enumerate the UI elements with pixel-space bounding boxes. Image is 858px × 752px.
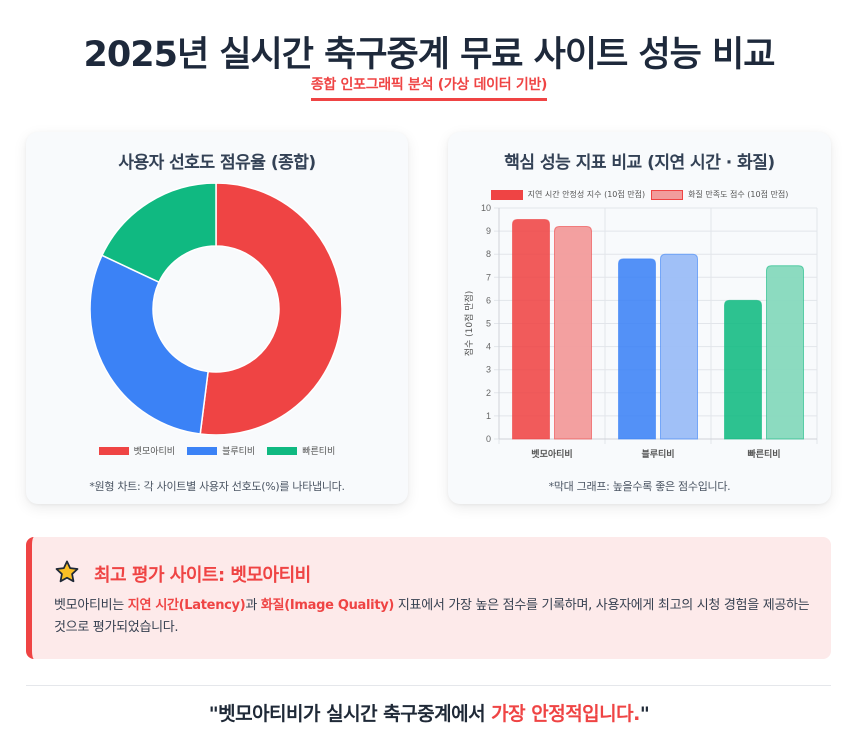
bar[interactable]: [724, 299, 762, 440]
y-tick-label: 2: [486, 388, 491, 398]
legend-swatch: [267, 446, 298, 455]
legend-label: 지연 시간 안정성 지수 (10점 만점): [527, 190, 646, 199]
legend-swatch: [187, 446, 218, 455]
legend-label: 벳모아티비: [133, 447, 176, 457]
callout-text: 지표에서 가장 높은 점수를 기록하며, 사용자에게 최고의 시청 경험을 제공…: [54, 598, 810, 635]
bar-legend: 지연 시간 안정성 지수 (10점 만점) 화질 만족도 점수 (10점 만점): [448, 189, 831, 200]
pie-slice[interactable]: [199, 183, 342, 435]
y-tick-label: 1: [486, 411, 491, 421]
quote-text: "벳모아티비가 실시간 축구중계에서: [208, 703, 492, 725]
bar-chart-card: 핵심 성능 지표 비교 (지연 시간 · 화질) 지연 시간 안정성 지수 (1…: [448, 132, 831, 504]
bar[interactable]: [618, 258, 656, 440]
callout-emphasis-quality: 화질(Image Quality): [260, 598, 395, 613]
legend-item[interactable]: 벳모아티비: [98, 444, 176, 457]
callout-body: 벳모아티비는 지연 시간(Latency)과 화질(Image Quality)…: [54, 595, 824, 639]
x-tick-label: 빠른티비: [747, 448, 780, 460]
quote-emphasis: 가장 안정적입니다.: [491, 703, 640, 725]
legend-label: 화질 만족도 점수 (10점 만점): [688, 190, 789, 199]
pie-chart-note: *원형 차트: 각 사이트별 사용자 선호도(%)를 나타냅니다.: [89, 480, 345, 493]
doughnut-chart[interactable]: [90, 183, 342, 435]
pie-chart-card: 사용자 선호도 점유율 (종합) 벳모아티비 블루티비 빠른티비 *원형 차트: 각…: [26, 132, 408, 504]
x-tick-label: 블루티비: [641, 448, 674, 460]
bar[interactable]: [554, 225, 592, 440]
quote-text: ": [639, 703, 650, 725]
callout-emphasis-latency: 지연 시간(Latency): [127, 598, 246, 613]
legend-swatch: [651, 189, 684, 200]
divider: [26, 685, 831, 686]
legend-item[interactable]: 블루티비: [187, 444, 255, 457]
y-tick-label: 7: [486, 272, 491, 282]
legend-item[interactable]: 화질 만족도 점수 (10점 만점): [651, 189, 788, 200]
x-tick-label: 벳모아티비: [531, 448, 572, 460]
legend-item[interactable]: 지연 시간 안정성 지수 (10점 만점): [490, 189, 646, 200]
pie-legend: 벳모아티비 블루티비 빠른티비: [26, 444, 408, 457]
y-tick-label: 6: [486, 295, 491, 305]
callout-text: 과: [245, 598, 261, 613]
legend-label: 빠른티비: [302, 447, 336, 457]
y-tick-label: 10: [481, 203, 491, 213]
pie-slice[interactable]: [90, 254, 209, 435]
y-tick-label: 3: [486, 365, 491, 375]
page-title: 2025년 실시간 축구중계 무료 사이트 성능 비교: [83, 35, 776, 75]
y-tick-label: 0: [486, 434, 491, 444]
legend-item[interactable]: 빠른티비: [267, 444, 335, 457]
legend-label: 블루티비: [222, 447, 256, 457]
pie-slice[interactable]: [100, 183, 217, 284]
callout-title: 최고 평가 사이트: 벳모아티비: [94, 565, 311, 586]
pie-chart-title: 사용자 선호도 점유율 (종합): [118, 153, 316, 173]
bar[interactable]: [512, 219, 550, 440]
bar-chart-title: 핵심 성능 지표 비교 (지연 시간 · 화질): [504, 153, 775, 173]
bar[interactable]: [660, 253, 698, 440]
bar[interactable]: [766, 265, 804, 440]
bar-chart[interactable]: 0 1 2 3 4 5 6 7 8 9 10 점수 (10점 만점) 벳모아티비 블루티비 빠른티비: [448, 132, 831, 504]
legend-swatch: [490, 189, 523, 200]
y-axis-label: 점수 (10점 만점): [463, 291, 475, 357]
y-tick-label: 9: [486, 226, 491, 236]
top-site-callout: 최고 평가 사이트: 벳모아티비 벳모아티비는 지연 시간(Latency)과 …: [26, 537, 831, 659]
page-subtitle: 종합 인포그래픽 분석 (가상 데이터 기반): [310, 74, 547, 101]
y-tick-label: 5: [486, 319, 491, 329]
conclusion-quote: "벳모아티비가 실시간 축구중계에서 가장 안정적입니다.": [0, 699, 858, 726]
legend-swatch: [98, 446, 129, 455]
y-tick-label: 8: [486, 249, 491, 259]
callout-text: 벳모아티비는: [54, 598, 128, 613]
star-icon: [54, 559, 80, 589]
bar-chart-note: *막대 그래프: 높을수록 좋은 점수입니다.: [548, 480, 731, 493]
y-tick-label: 4: [486, 342, 491, 352]
